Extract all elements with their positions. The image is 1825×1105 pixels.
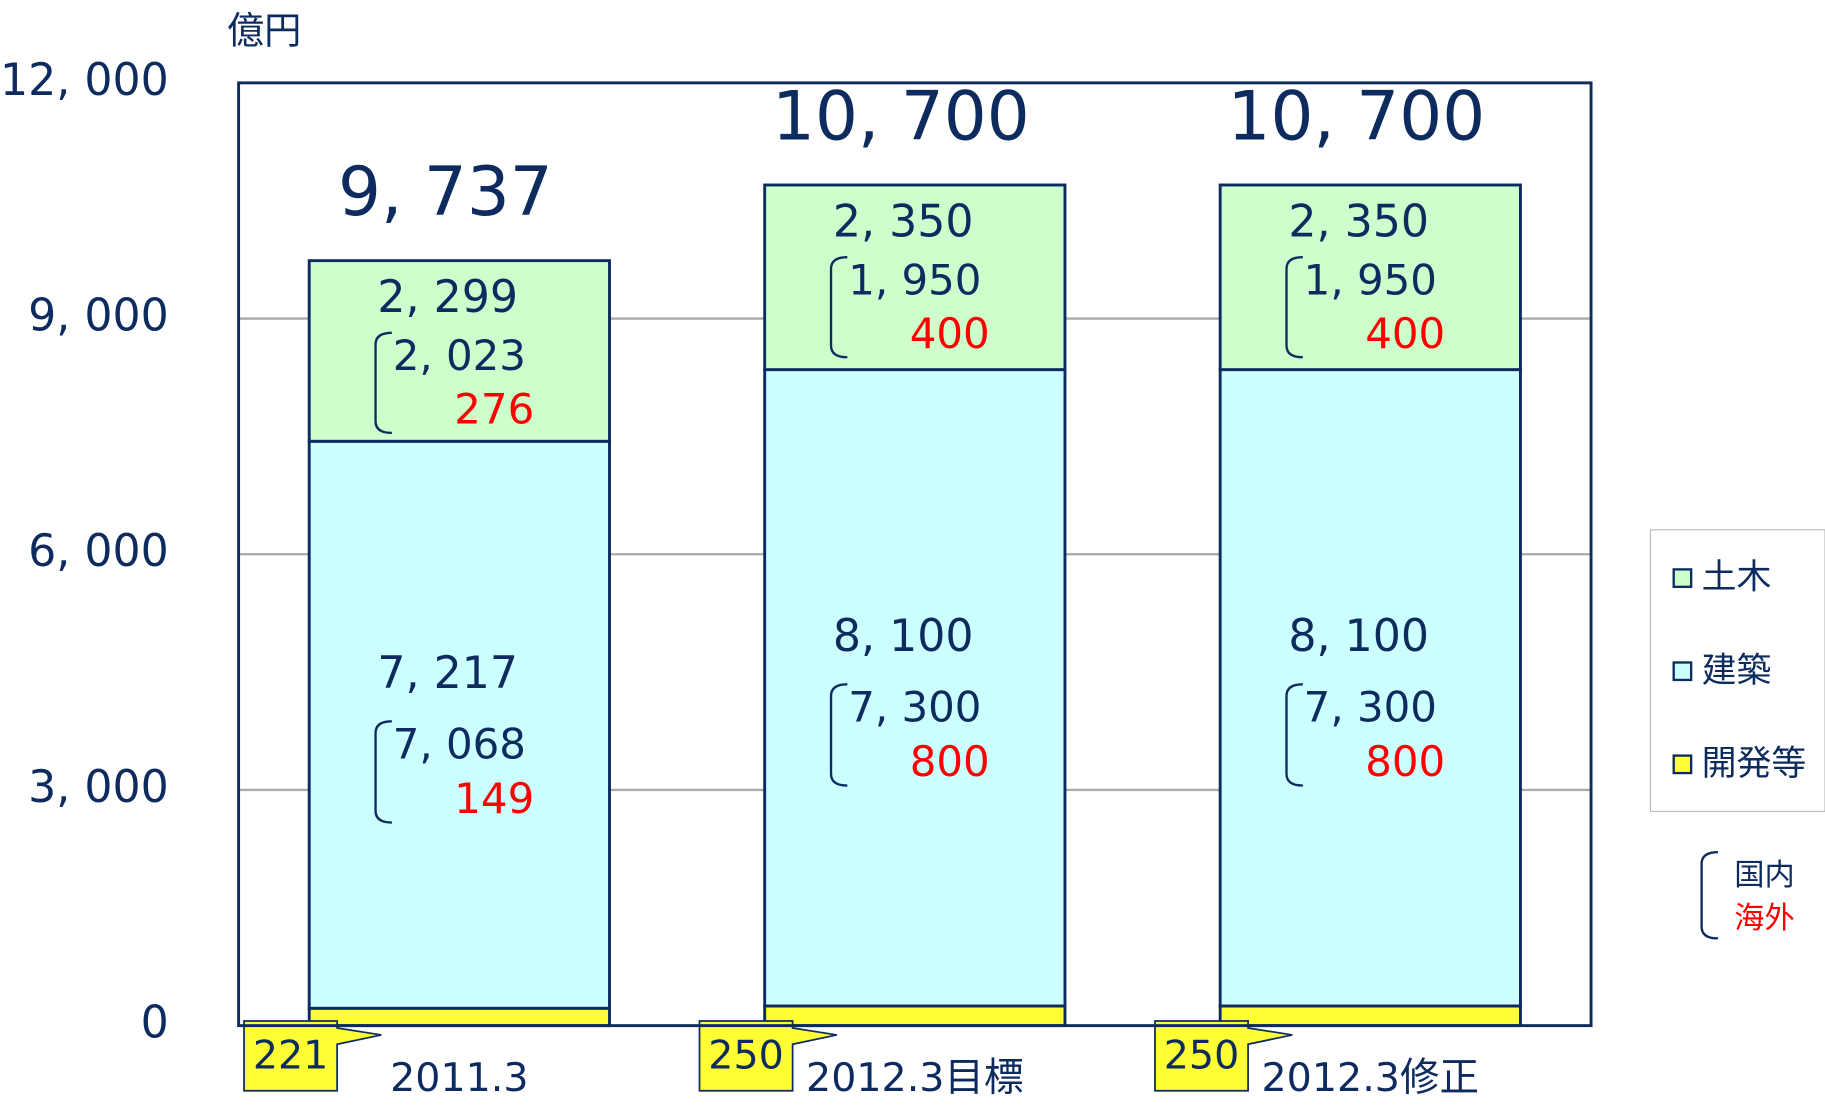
bar-segment [1218, 1004, 1522, 1028]
bar-segment [763, 1004, 1067, 1028]
breakdown-label: 7, 300 [1304, 682, 1437, 731]
bracket [1285, 683, 1303, 787]
legend-breakdown: 国内 [1734, 858, 1795, 893]
value-label: 8, 100 [833, 611, 974, 662]
value-label: 250 [708, 1033, 784, 1079]
callout [243, 1020, 382, 1092]
value-label: 7, 217 [377, 648, 518, 699]
value-label: 2, 350 [1288, 197, 1429, 248]
total-label: 10, 700 [1228, 77, 1486, 156]
y-axis-label: 億円 [227, 8, 301, 52]
y-tick-label: 9, 000 [28, 291, 169, 342]
breakdown-label: 400 [910, 309, 990, 358]
legend-swatch [1672, 568, 1693, 588]
bracket [1700, 851, 1718, 940]
bracket [829, 255, 848, 359]
legend-swatch [1672, 661, 1693, 682]
value-label: 221 [253, 1033, 329, 1079]
y-tick-label: 0 [141, 998, 169, 1049]
bracket [374, 720, 392, 824]
bar-segment [1218, 368, 1522, 1008]
x-tick-label: 2011.3 [390, 1055, 528, 1101]
breakdown-label: 1, 950 [848, 255, 981, 304]
callout [1154, 1020, 1293, 1092]
bar-segment [307, 1006, 611, 1028]
breakdown-label: 149 [454, 774, 534, 823]
legend-swatch [1672, 754, 1693, 775]
callout [698, 1020, 838, 1092]
plot-frame [237, 81, 1593, 1028]
legend-breakdown: 海外 [1734, 901, 1795, 936]
value-label: 250 [1164, 1033, 1240, 1079]
bracket [829, 683, 848, 787]
legend-label: 建築 [1702, 651, 1772, 691]
breakdown-label: 276 [454, 384, 534, 433]
bracket [1285, 255, 1303, 359]
value-label: 8, 100 [1288, 611, 1429, 662]
value-label: 2, 350 [833, 197, 974, 248]
y-tick-label: 12, 000 [0, 55, 169, 106]
breakdown-label: 400 [1365, 309, 1445, 358]
breakdown-label: 2, 023 [393, 331, 526, 380]
breakdown-label: 1, 950 [1304, 255, 1437, 304]
breakdown-label: 800 [1365, 737, 1445, 786]
x-tick-label: 2012.3修正 [1262, 1055, 1480, 1101]
total-label: 10, 700 [772, 77, 1030, 156]
value-label: 2, 299 [377, 272, 518, 323]
bracket [374, 331, 392, 435]
breakdown-label: 7, 068 [393, 719, 526, 768]
breakdown-label: 7, 300 [848, 682, 981, 731]
bar-segment [763, 183, 1067, 372]
x-tick-label: 2012.3目標 [806, 1055, 1024, 1101]
y-tick-label: 6, 000 [28, 526, 169, 577]
breakdown-label: 800 [910, 737, 990, 786]
total-label: 9, 737 [338, 152, 553, 231]
y-tick-label: 3, 000 [28, 762, 169, 813]
legend-label: 開発等 [1702, 744, 1807, 784]
bar-segment [1218, 183, 1522, 372]
legend-label: 土木 [1702, 558, 1772, 598]
bar-segment [307, 259, 611, 443]
bar-segment [307, 439, 611, 1010]
